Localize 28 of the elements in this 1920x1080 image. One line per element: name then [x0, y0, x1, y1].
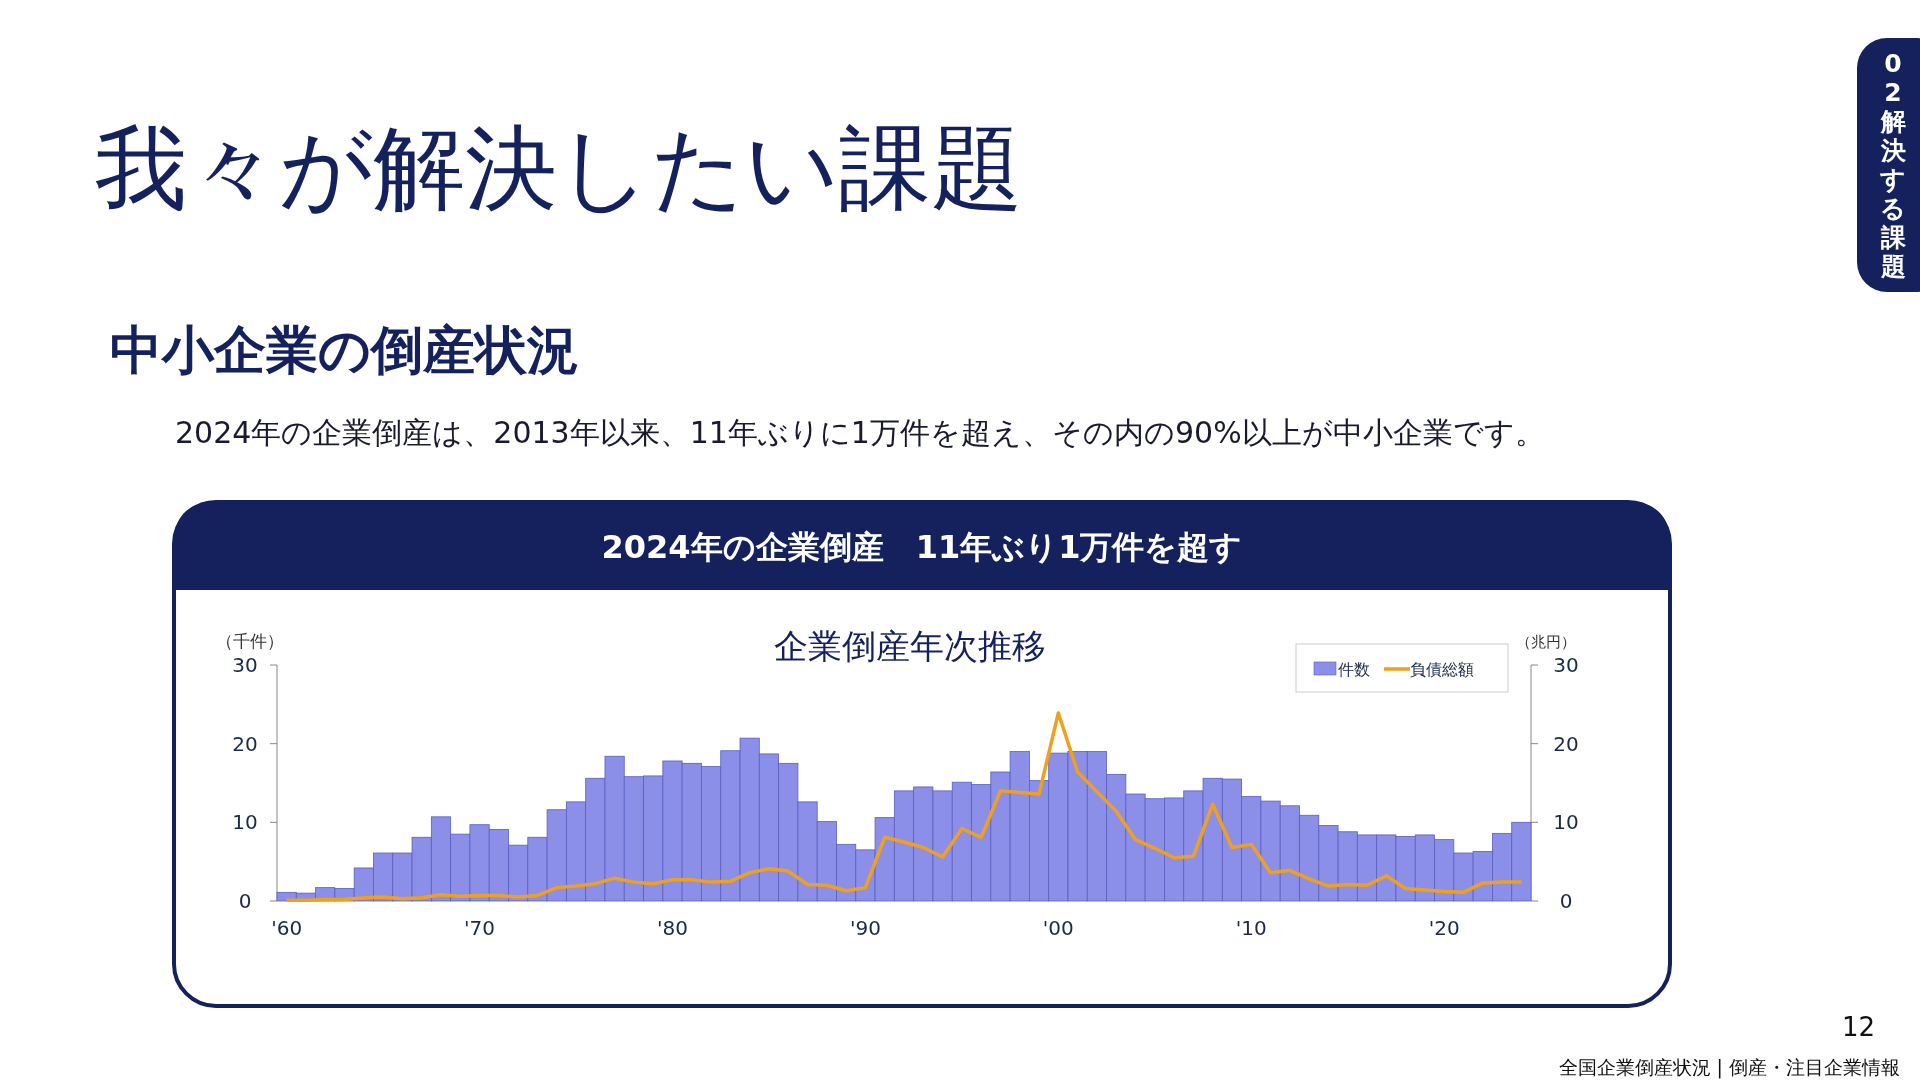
y2-tick-label: 10 [1553, 810, 1579, 835]
y2-axis-title: （兆円） [1516, 633, 1576, 651]
text: 2024年の企業倒産は、2013年以来、11年ぶりに1万件を超え、その内の90%以上が中小企業です。 [175, 415, 1545, 450]
y2-tick-label: 30 [1553, 653, 1579, 677]
text: 我々が解決したい課題 [95, 115, 1023, 222]
x-tick-label: '90 [849, 916, 881, 940]
y-tick-label: 30 [232, 653, 258, 677]
x-tick-label: '60 [271, 916, 303, 940]
line-series [284, 711, 1524, 902]
x-tick-label: '20 [1428, 916, 1460, 940]
x-tick-label: '10 [1235, 916, 1267, 940]
y-tick-label: 20 [232, 731, 258, 756]
x-tick-label: '80 [657, 916, 688, 940]
y-axis-title: （千件） [216, 631, 284, 651]
x-tick-label: '00 [1042, 916, 1074, 940]
text: 02 解決する課題 [1879, 49, 1907, 281]
text: 中小企業の倒産状況 [110, 320, 579, 380]
text: 12 [1841, 1012, 1875, 1042]
text: 2024年の企業倒産 11年ぶり1万件を超す [601, 528, 1243, 566]
y-tick-label: 10 [232, 810, 258, 835]
x-tick-label: '70 [464, 916, 496, 940]
y2-tick-label: 20 [1553, 731, 1579, 756]
text: 全国企業倒産状況 | 倒産・注目企業情報 [1558, 1056, 1900, 1079]
y-tick-label: 0 [238, 889, 252, 913]
y2-tick-label: 0 [1559, 889, 1573, 913]
legend-label: 件数 [1338, 660, 1370, 679]
legend-label: 負債総額 [1410, 660, 1474, 679]
chart-title: 企業倒産年次推移 [774, 626, 1046, 666]
